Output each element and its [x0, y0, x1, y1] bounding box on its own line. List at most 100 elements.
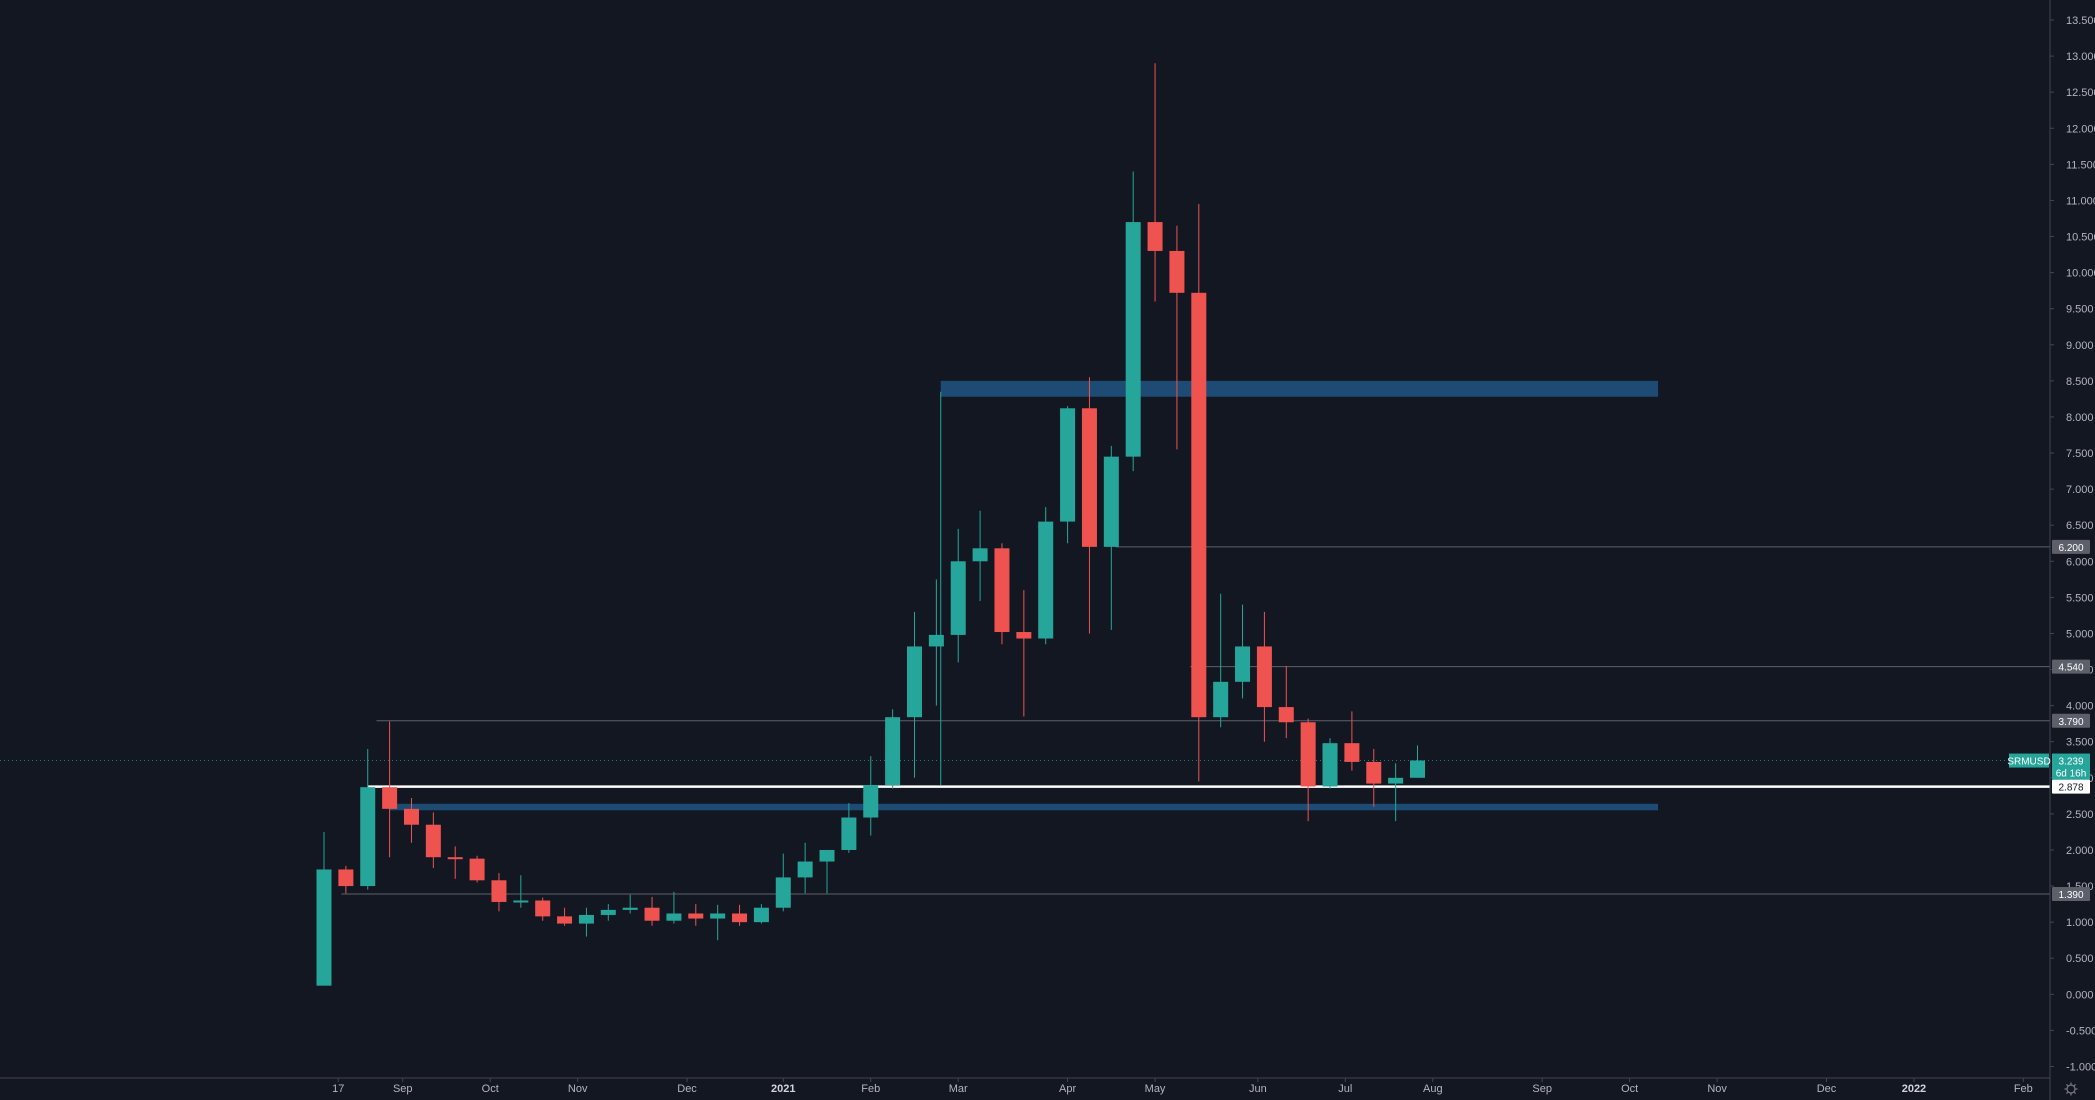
gear-tooth: [2065, 1083, 2069, 1087]
candle-body-33: [1038, 521, 1054, 639]
candle-body-36: [1103, 456, 1119, 547]
y-tick-label-7: 10.000: [2066, 268, 2095, 280]
candle-body-14: [622, 907, 638, 910]
candle-body-22: [797, 861, 813, 878]
y-tick-label-1: 13.000: [2066, 51, 2095, 63]
candle-body-13: [600, 909, 616, 915]
candle-body-29: [950, 561, 966, 635]
x-tick-label-12: Aug: [1423, 1083, 1443, 1095]
y-tick-label-14: 6.500: [2066, 520, 2094, 532]
candle-body-9: [513, 900, 529, 903]
candle-body-46: [1322, 743, 1338, 787]
candle-body-15: [644, 907, 660, 921]
candle-body-37: [1125, 222, 1141, 457]
candle-body-24: [841, 817, 857, 850]
candle-body-5: [425, 824, 441, 858]
gear-ring: [2066, 1084, 2076, 1094]
x-tick-label-8: Apr: [1059, 1083, 1076, 1095]
candle-body-25: [863, 785, 879, 818]
candle-body-18: [710, 913, 726, 919]
y-tick-label-11: 8.000: [2066, 412, 2094, 424]
candle-body-27: [906, 646, 922, 718]
candle-body-10: [535, 900, 551, 917]
candle-body-7: [469, 858, 485, 881]
x-tick-label-5: 2021: [771, 1083, 795, 1095]
candle-body-30: [972, 548, 988, 562]
x-tick-label-16: Dec: [1817, 1083, 1837, 1095]
candle-body-4: [403, 808, 419, 825]
candle-body-43: [1256, 646, 1272, 708]
y-tick-label-4: 11.500: [2066, 159, 2095, 171]
y-tick-label-2: 12.500: [2066, 87, 2095, 99]
candle-body-44: [1278, 707, 1294, 723]
level-tag-0-bg: [2052, 539, 2090, 554]
y-tick-label-16: 5.500: [2066, 592, 2094, 604]
y-tick-label-26: 0.500: [2066, 953, 2094, 965]
x-tick-label-11: Jul: [1338, 1083, 1352, 1095]
x-tick-label-10: Jun: [1249, 1083, 1267, 1095]
candle-body-49: [1388, 777, 1404, 784]
level-tag-1-label: 4.540: [2058, 663, 2083, 674]
x-tick-label-14: Oct: [1621, 1083, 1638, 1095]
candle-body-17: [688, 913, 704, 919]
y-tick-label-17: 5.000: [2066, 628, 2094, 640]
countdown-label: 6d 16h: [2056, 769, 2087, 780]
zone-0: [940, 380, 1659, 397]
y-tick-label-23: 2.000: [2066, 845, 2094, 857]
level-tag-3-label: 1.390: [2058, 890, 2083, 901]
white-level-tag-bg: [2052, 779, 2090, 794]
gear-tooth: [2065, 1091, 2069, 1095]
settings-gear-icon[interactable]: [2064, 1082, 2078, 1096]
x-tick-label-9: May: [1145, 1083, 1166, 1095]
y-tick-label-6: 10.500: [2066, 232, 2095, 244]
gear-tooth: [2073, 1091, 2077, 1095]
candle-body-16: [666, 913, 682, 921]
symbol-label: SRMUSD: [2007, 757, 2050, 768]
level-tag-1-bg: [2052, 659, 2090, 674]
x-tick-label-18: Feb: [2014, 1083, 2033, 1095]
level-tag-2-label: 3.790: [2058, 717, 2083, 728]
candle-body-31: [994, 548, 1010, 633]
candle-body-39: [1169, 250, 1185, 293]
y-tick-label-28: -0.500: [2066, 1025, 2095, 1037]
candle-body-40: [1191, 292, 1207, 718]
candle-body-35: [1081, 408, 1097, 547]
level-tag-3-bg: [2052, 887, 2090, 902]
x-tick-label-17: 2022: [1902, 1083, 1926, 1095]
y-tick-label-10: 8.500: [2066, 376, 2094, 388]
y-tick-label-25: 1.000: [2066, 917, 2094, 929]
zone-1: [389, 803, 1659, 811]
candle-body-19: [732, 913, 748, 923]
candle-body-41: [1213, 681, 1229, 718]
candle-body-0: [316, 869, 332, 986]
candle-body-6: [447, 857, 463, 860]
y-tick-label-27: 0.000: [2066, 989, 2094, 1001]
candle-body-48: [1366, 761, 1382, 784]
candle-body-12: [578, 914, 594, 924]
candle-body-11: [557, 916, 573, 924]
x-tick-label-1: Sep: [393, 1083, 413, 1095]
last-price-tag-bg: [2052, 753, 2090, 780]
candle-body-21: [775, 877, 791, 908]
x-tick-label-2: Oct: [482, 1083, 499, 1095]
white-level-tag-label: 2.878: [2058, 783, 2083, 794]
candle-body-42: [1235, 646, 1251, 682]
x-tick-label-0: 17: [332, 1083, 344, 1095]
y-tick-label-15: 6.000: [2066, 556, 2094, 568]
candle-body-38: [1147, 222, 1163, 251]
candle-body-8: [491, 880, 507, 902]
y-tick-label-8: 9.500: [2066, 304, 2094, 316]
y-tick-label-20: 3.500: [2066, 737, 2094, 749]
y-tick-label-0: 13.500: [2066, 15, 2095, 27]
x-tick-label-3: Nov: [568, 1083, 588, 1095]
candle-body-50: [1410, 760, 1425, 778]
candle-body-23: [819, 849, 835, 862]
candle-body-28: [928, 634, 944, 647]
candle-body-32: [1016, 632, 1032, 639]
y-tick-label-9: 9.000: [2066, 340, 2094, 352]
candle-body-20: [753, 907, 769, 923]
y-tick-label-3: 12.000: [2066, 123, 2095, 135]
x-tick-label-13: Sep: [1532, 1083, 1552, 1095]
